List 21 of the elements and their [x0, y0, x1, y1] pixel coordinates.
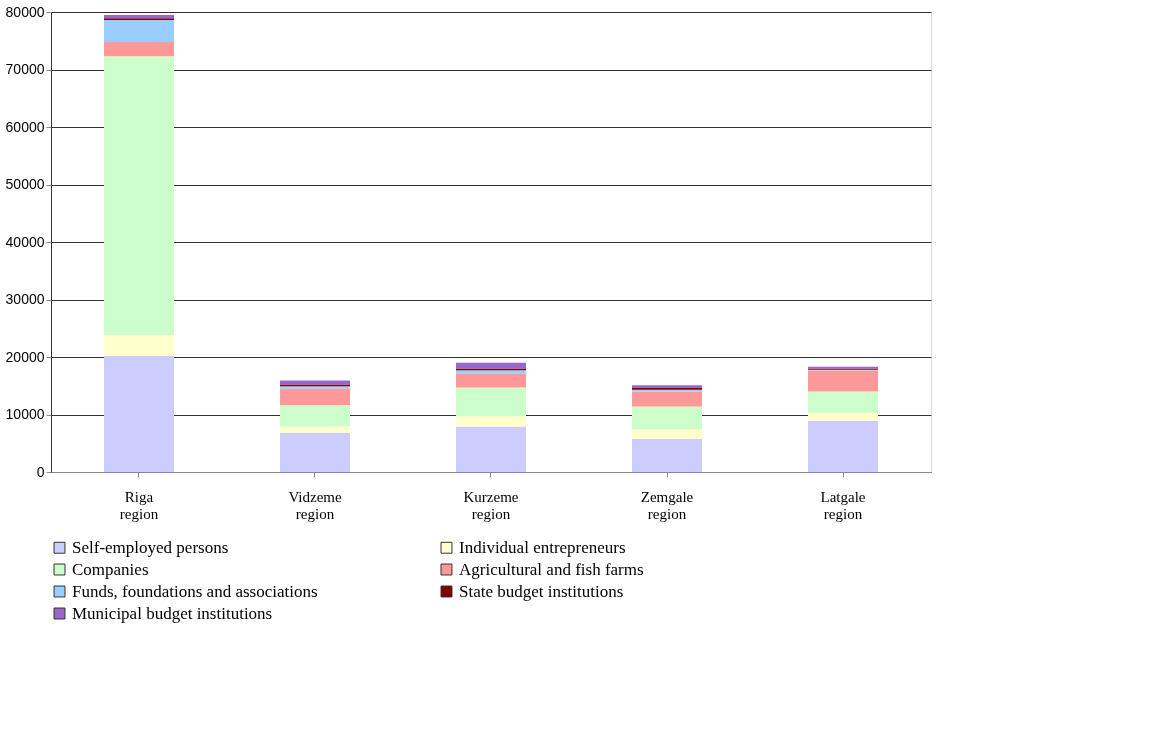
y-tick-label: 60000 [5, 118, 45, 135]
y-tick-label: 30000 [5, 291, 45, 307]
y-tick-label: 20000 [5, 348, 45, 365]
x-tick-label: Riga region [119, 488, 159, 522]
legend-label: Individual entrepreneurs [459, 537, 626, 557]
legend-label: Funds, foundations and associations [72, 581, 318, 601]
y-tick-label: 70000 [5, 61, 45, 77]
legend-label: Self-employed persons [72, 537, 229, 557]
y-tick-label: 40000 [5, 233, 45, 250]
legend-label: Companies [72, 559, 149, 579]
x-tick-label: Kurzeme region [463, 488, 519, 522]
x-tick-label: Vidzeme region [288, 488, 342, 522]
y-tick-label: 80000 [5, 3, 45, 20]
y-tick-label: 50000 [5, 176, 45, 192]
legend-label: Municipal budget institutions [72, 603, 273, 623]
x-tick-label: Zemgale region [640, 488, 694, 522]
legend-label: State budget institutions [459, 581, 624, 601]
y-tick-label: 10000 [5, 406, 45, 422]
legend-label: Agricultural and fish farms [459, 559, 644, 579]
x-tick-label: Latgale region [820, 488, 866, 522]
y-tick-label: 0 [36, 463, 45, 480]
